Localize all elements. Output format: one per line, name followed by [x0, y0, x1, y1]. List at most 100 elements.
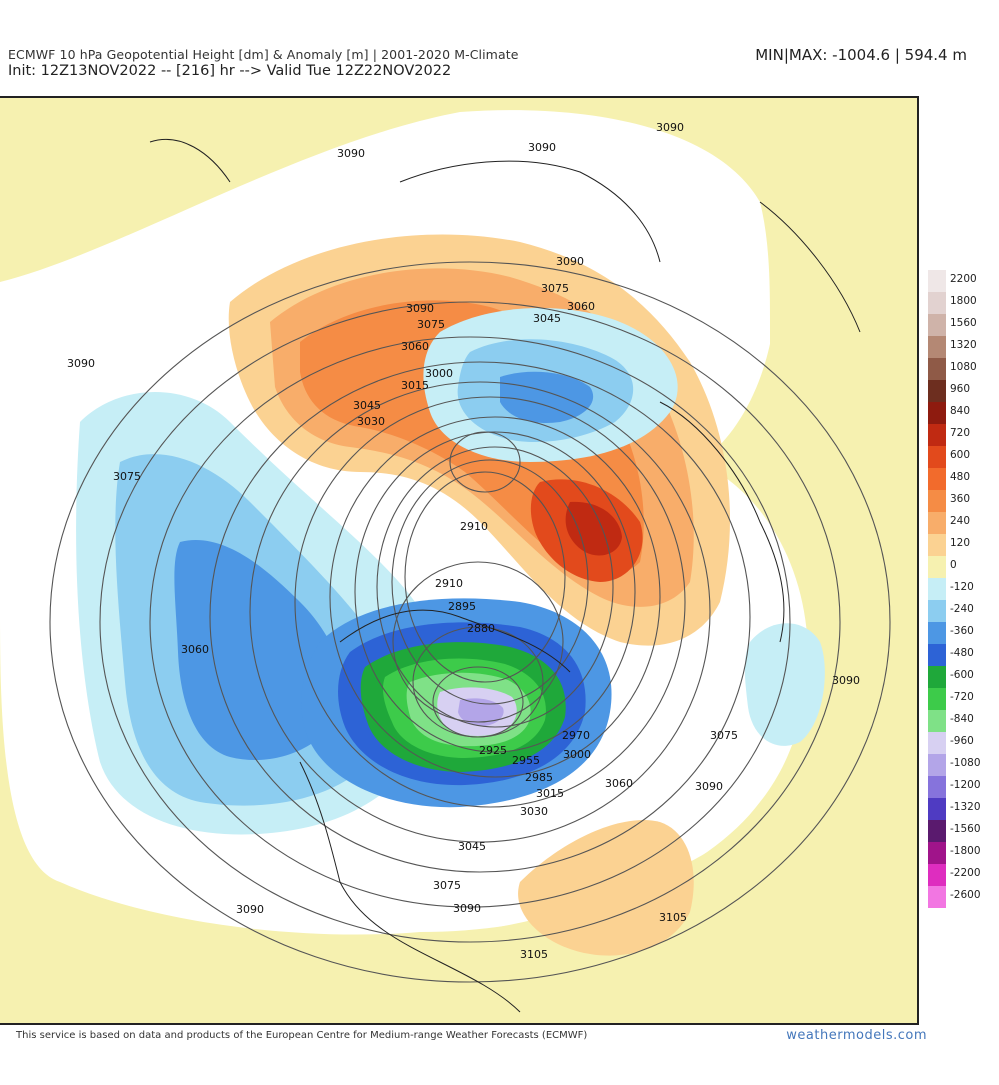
colorbar-swatch: 1560	[928, 314, 977, 336]
contour-label: 3090	[67, 357, 95, 370]
contour-label: 3075	[417, 318, 445, 331]
colorbar-swatch: -2600	[928, 886, 981, 908]
anomaly-colorbar: 2200 1800 1560 1320 1080 960 840 720 600 480 360 24…	[928, 270, 981, 908]
cold-anomaly	[174, 540, 343, 760]
colorbar-label: 1320	[950, 339, 977, 351]
colorbar-label: -840	[950, 713, 974, 725]
cold-anomaly-core	[458, 698, 504, 727]
brand-link[interactable]: weathermodels.com	[786, 1028, 927, 1043]
colorbar-label: 840	[950, 405, 971, 417]
colorbar-label: -1800	[950, 845, 981, 857]
colorbar-label: -240	[950, 603, 974, 615]
min-max-readout: MIN|MAX: -1004.6 | 594.4 m	[755, 46, 967, 64]
contour-label: 3105	[659, 911, 687, 924]
contour-label: 3090	[453, 902, 481, 915]
anomaly-area	[760, 102, 917, 524]
cold-anomaly	[500, 371, 594, 423]
colorbar-swatch: 1080	[928, 358, 977, 380]
colorbar-swatch: -600	[928, 666, 974, 688]
colorbar-swatch: 120	[928, 534, 970, 556]
colorbar-label: -1200	[950, 779, 981, 791]
contour-label: 3000	[425, 367, 453, 380]
colorbar-swatch: -480	[928, 644, 974, 666]
colorbar-label: 1560	[950, 317, 977, 329]
colorbar-label: -360	[950, 625, 974, 637]
colorbar-label: -2200	[950, 867, 981, 879]
contour-label: 3060	[181, 643, 209, 656]
colorbar-label: -1560	[950, 823, 981, 835]
colorbar-swatch: -1320	[928, 798, 981, 820]
colorbar-swatch: 840	[928, 402, 970, 424]
colorbar-swatch: -720	[928, 688, 974, 710]
colorbar-label: -1320	[950, 801, 981, 813]
colorbar-label: 2200	[950, 273, 977, 285]
contour-label: 3075	[710, 729, 738, 742]
contour-label: 3075	[541, 282, 569, 295]
anomaly-area	[0, 762, 917, 1023]
contour-label: 3045	[353, 399, 381, 412]
colorbar-swatch: 480	[928, 468, 970, 490]
anomaly-area	[0, 102, 230, 277]
colorbar-label: 600	[950, 449, 971, 461]
warm-anomaly-core	[565, 501, 622, 556]
colorbar-swatch: 360	[928, 490, 970, 512]
colorbar-swatch: -1080	[928, 754, 981, 776]
contour-label: 3030	[357, 415, 385, 428]
map-canvas: 3090 3090 3090 3090 3075 3060 3045 3090 …	[0, 98, 917, 1023]
colorbar-swatch: -1200	[928, 776, 981, 798]
contour-label: 2910	[435, 577, 463, 590]
contour-label: 3060	[605, 777, 633, 790]
map-header: ECMWF 10 hPa Geopotential Height [dm] & …	[8, 47, 519, 79]
contour-label: 2880	[467, 622, 495, 635]
contour-label: 3090	[832, 674, 860, 687]
contour-label: 2925	[479, 744, 507, 757]
contour-label: 3030	[520, 805, 548, 818]
contour-label: 2955	[512, 754, 540, 767]
colorbar-label: 1800	[950, 295, 977, 307]
contour-label: 3060	[401, 340, 429, 353]
contour-label: 3090	[528, 141, 556, 154]
colorbar-swatch: -840	[928, 710, 974, 732]
contour-label: 3045	[458, 840, 486, 853]
colorbar-swatch: 1800	[928, 292, 977, 314]
contour-label: 2970	[562, 729, 590, 742]
contour-label: 3075	[113, 470, 141, 483]
height-contours	[49, 261, 891, 983]
colorbar-swatch: 240	[928, 512, 970, 534]
contour-label: 3060	[567, 300, 595, 313]
contour-labels: 3090 3090 3090 3090 3075 3060 3045 3090 …	[67, 121, 860, 961]
map-title: ECMWF 10 hPa Geopotential Height [dm] & …	[8, 47, 519, 62]
colorbar-swatch: 960	[928, 380, 970, 402]
colorbar-label: -960	[950, 735, 974, 747]
contour-label: 3090	[337, 147, 365, 160]
colorbar-swatch: -1560	[928, 820, 981, 842]
colorbar-label: 0	[950, 559, 957, 571]
contour-label: 2985	[525, 771, 553, 784]
contour-label: 3090	[556, 255, 584, 268]
contour-label: 3090	[236, 903, 264, 916]
contour-label: 3045	[533, 312, 561, 325]
polar-stereographic-map: 3090 3090 3090 3090 3075 3060 3045 3090 …	[0, 96, 919, 1025]
colorbar-label: -600	[950, 669, 974, 681]
colorbar-swatch: 2200	[928, 270, 977, 292]
colorbar-label: 480	[950, 471, 971, 483]
colorbar-swatch: 600	[928, 446, 970, 468]
colorbar-label: 960	[950, 383, 971, 395]
contour-label: 3090	[695, 780, 723, 793]
contour-label: 3015	[536, 787, 564, 800]
colorbar-label: 240	[950, 515, 971, 527]
colorbar-label: -120	[950, 581, 974, 593]
contour-label: 2895	[448, 600, 476, 613]
colorbar-label: -720	[950, 691, 974, 703]
warm-anomaly	[518, 820, 694, 956]
colorbar-swatch: -240	[928, 600, 974, 622]
colorbar-swatch: -2200	[928, 864, 981, 886]
contour-label: 3105	[520, 948, 548, 961]
contour-label: 3090	[406, 302, 434, 315]
colorbar-label: -2600	[950, 889, 981, 901]
colorbar-label: -480	[950, 647, 974, 659]
colorbar-swatch: -960	[928, 732, 974, 754]
colorbar-swatch: -1800	[928, 842, 981, 864]
map-valid-time: Init: 12Z13NOV2022 -- [216] hr --> Valid…	[8, 63, 452, 79]
contour-label: 3075	[433, 879, 461, 892]
